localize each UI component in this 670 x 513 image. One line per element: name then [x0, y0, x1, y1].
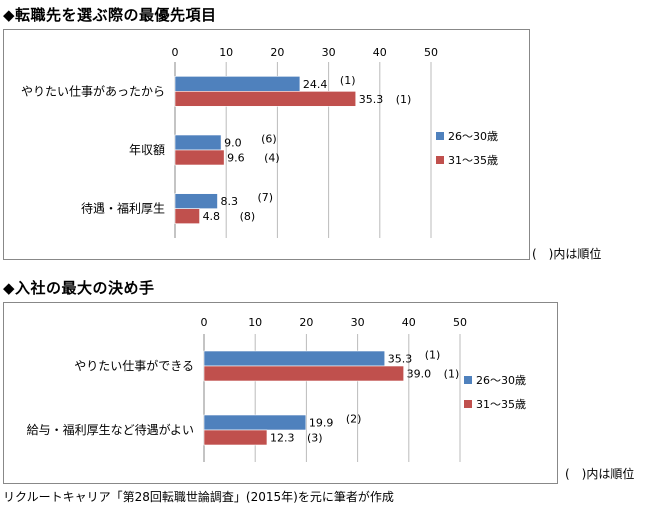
x-tick-label-20: 20 [270, 46, 284, 59]
legend-swatch [464, 376, 472, 384]
data-label: 39.0 [407, 368, 432, 381]
rank-label: (3) [307, 432, 323, 445]
data-label: 24.4 [303, 78, 328, 91]
legend-swatch [464, 400, 472, 408]
category-label: 年収額 [129, 143, 165, 157]
data-label: 9.0 [224, 137, 242, 150]
rank-label: (1) [425, 349, 441, 362]
legend-label: 26～30歳 [476, 374, 526, 387]
x-tick-label-0: 0 [201, 316, 208, 329]
legend-label: 31～35歳 [448, 154, 498, 167]
chart1-rank-note: ( )内は順位 [532, 247, 602, 261]
chart1-title: ◆転職先を選ぶ際の最優先項目 [3, 6, 217, 24]
data-label: 12.3 [270, 432, 295, 445]
legend-label: 31～35歳 [476, 398, 526, 411]
rank-label: (1) [444, 368, 460, 381]
data-label: 19.9 [309, 417, 334, 430]
data-label: 35.3 [388, 353, 413, 366]
category-label: やりたい仕事ができる [74, 358, 194, 373]
rank-label: (6) [261, 133, 277, 146]
x-tick-label-10: 10 [219, 46, 233, 59]
bar-31-35 [203, 365, 404, 382]
bar-31-35 [174, 208, 200, 224]
data-label: 9.6 [227, 152, 245, 165]
x-tick-label-30: 30 [351, 316, 365, 329]
chart2-title: ◆入社の最大の決め手 [3, 279, 155, 297]
x-tick-label-30: 30 [322, 46, 336, 59]
legend-label: 26～30歳 [448, 130, 498, 143]
x-tick-label-20: 20 [299, 316, 313, 329]
rank-label: (7) [257, 191, 273, 204]
rank-label: (1) [396, 93, 412, 106]
rank-label: (8) [240, 210, 256, 223]
bar-31-35 [174, 91, 357, 107]
bar-31-35 [203, 429, 268, 446]
x-tick-label-10: 10 [248, 316, 262, 329]
data-label: 8.3 [220, 195, 238, 208]
legend-swatch [436, 132, 444, 140]
x-tick-label-0: 0 [172, 46, 179, 59]
bar-26-30 [203, 414, 307, 431]
bar-31-35 [174, 149, 225, 166]
rank-label: (4) [264, 152, 280, 165]
data-label: 35.3 [359, 93, 384, 106]
x-tick-label-50: 50 [453, 316, 467, 329]
rank-label: (1) [340, 74, 356, 87]
legend-swatch [436, 156, 444, 164]
x-tick-label-40: 40 [402, 316, 416, 329]
x-tick-label-50: 50 [424, 46, 438, 59]
chart2-rank-note: ( )内は順位 [565, 467, 635, 481]
chart1-frame [3, 29, 530, 260]
rank-label: (2) [346, 413, 362, 426]
chart2-frame [3, 302, 558, 484]
bar-26-30 [203, 350, 386, 367]
category-label: 給与・福利厚生など待遇がよい [27, 422, 194, 437]
category-label: 待遇・福利厚生 [81, 201, 165, 216]
data-label: 4.8 [203, 210, 221, 223]
category-label: やりたい仕事があったから [21, 83, 165, 98]
source-note: リクルートキャリア「第28回転職世論調査」(2015年)を元に筆者が作成 [3, 490, 394, 504]
x-tick-label-40: 40 [373, 46, 387, 59]
